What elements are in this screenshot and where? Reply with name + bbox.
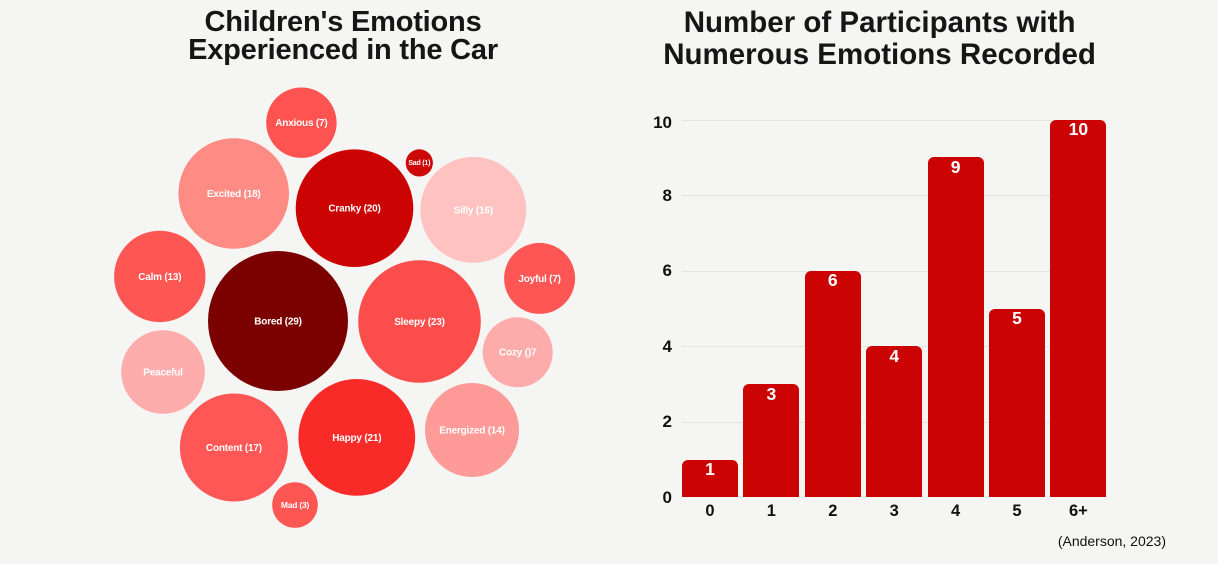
svg-text:Happy (21): Happy (21) (332, 433, 381, 444)
svg-text:Peaceful: Peaceful (143, 367, 183, 378)
svg-text:Sleepy (23): Sleepy (23) (394, 317, 445, 328)
svg-text:Mad (3): Mad (3) (281, 500, 310, 510)
svg-text:Cozy ()7: Cozy ()7 (499, 348, 537, 359)
svg-text:Content (17): Content (17) (206, 443, 262, 454)
svg-text:Energized (14): Energized (14) (439, 425, 505, 436)
svg-text:Bored (29): Bored (29) (254, 316, 301, 327)
svg-text:Calm (13): Calm (13) (138, 272, 181, 283)
svg-text:Excited (18): Excited (18) (207, 189, 261, 200)
svg-text:Anxious (7): Anxious (7) (275, 118, 327, 129)
svg-text:Cranky (20): Cranky (20) (328, 204, 380, 215)
svg-text:Silly (16): Silly (16) (454, 205, 493, 216)
svg-text:Joyful (7): Joyful (7) (518, 274, 560, 285)
svg-text:Sad (1): Sad (1) (408, 160, 430, 167)
